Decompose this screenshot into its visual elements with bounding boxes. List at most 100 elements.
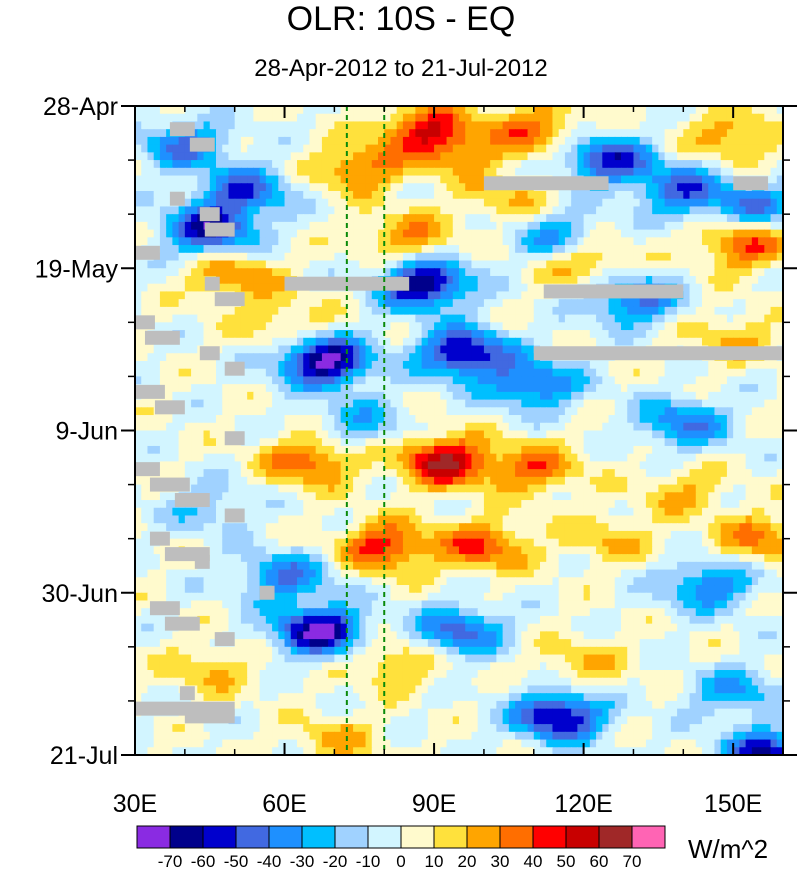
field-cell: [589, 245, 597, 254]
field-cell: [571, 214, 578, 223]
field-cell: [683, 144, 691, 153]
field-cell: [203, 360, 211, 370]
field-cell: [390, 330, 398, 339]
field-cell: [365, 129, 373, 138]
field-cell: [427, 407, 435, 416]
field-cell: [452, 237, 460, 246]
field-cell: [639, 106, 647, 115]
field-cell: [552, 245, 560, 254]
field-cell: [471, 198, 479, 208]
field-cell: [477, 167, 485, 177]
field-cell: [502, 469, 510, 478]
field-cell: [745, 252, 753, 262]
field-cell: [290, 237, 298, 246]
field-cell: [253, 121, 261, 130]
field-cell: [764, 160, 772, 169]
field-cell: [141, 129, 149, 138]
field-cell: [415, 353, 423, 362]
field-cell: [677, 376, 684, 385]
field-cell: [178, 314, 186, 323]
field-cell: [564, 453, 572, 463]
field-cell: [141, 299, 149, 308]
field-cell: [751, 190, 759, 200]
field-cell: [745, 221, 753, 231]
field-cell: [328, 314, 335, 323]
field-cell: [434, 214, 441, 223]
field-cell: [758, 407, 765, 416]
field-cell: [427, 275, 435, 285]
field-cell: [552, 214, 560, 223]
field-cell: [564, 106, 572, 115]
field-cell: [184, 206, 192, 215]
field-cell: [247, 445, 254, 455]
field-cell: [328, 353, 335, 362]
field-cell: [695, 160, 703, 169]
field-cell: [608, 415, 616, 424]
field-cell: [184, 353, 192, 362]
field-cell: [384, 314, 392, 323]
field-cell: [477, 422, 485, 432]
field-cell: [396, 252, 404, 262]
field-cell: [751, 283, 759, 293]
field-cell: [589, 214, 597, 223]
field-cell: [147, 422, 155, 432]
field-cell: [608, 198, 616, 208]
field-cell: [689, 306, 697, 316]
field-cell: [608, 368, 616, 378]
field-cell: [172, 314, 180, 323]
field-cell: [714, 453, 722, 463]
field-cell: [689, 299, 697, 308]
field-cell: [702, 136, 709, 146]
field-cell: [459, 206, 466, 215]
field-cell: [459, 229, 466, 238]
field-cell: [558, 384, 566, 393]
field-cell: [483, 152, 491, 161]
field-cell: [552, 337, 560, 347]
field-cell: [733, 453, 740, 463]
field-cell: [726, 445, 734, 455]
field-cell: [328, 175, 335, 184]
field-cell: [409, 245, 416, 254]
field-cell: [402, 291, 410, 300]
field-cell: [166, 113, 173, 123]
field-cell: [583, 190, 591, 200]
field-cell: [708, 376, 716, 385]
field-cell: [184, 330, 192, 339]
field-cell: [272, 260, 279, 269]
field-cell: [645, 453, 653, 463]
field-cell: [222, 160, 230, 169]
field-cell: [446, 360, 454, 370]
field-cell: [658, 229, 666, 238]
field-cell: [284, 337, 292, 347]
field-cell: [402, 206, 410, 215]
field-cell: [240, 391, 248, 401]
field-cell: [197, 306, 205, 316]
field-cell: [159, 353, 167, 362]
field-cell: [427, 399, 435, 408]
field-cell: [571, 113, 578, 123]
field-cell: [446, 368, 454, 378]
field-cell: [645, 144, 653, 153]
field-cell: [153, 237, 161, 246]
field-cell: [708, 337, 716, 347]
field-cell: [421, 384, 429, 393]
field-cell: [627, 229, 635, 238]
field-cell: [328, 190, 335, 200]
field-cell: [321, 245, 329, 254]
field-cell: [216, 129, 223, 138]
field-cell: [564, 144, 572, 153]
field-cell: [521, 260, 529, 269]
field-cell: [153, 283, 161, 293]
field-cell: [664, 206, 672, 215]
field-cell: [359, 353, 367, 362]
field-cell: [708, 368, 716, 378]
field-cell: [359, 407, 367, 416]
field-cell: [234, 384, 242, 393]
field-cell: [415, 106, 423, 115]
field-cell: [720, 175, 728, 184]
field-cell: [384, 245, 392, 254]
field-cell: [135, 306, 142, 316]
field-cell: [440, 260, 448, 269]
field-cell: [290, 291, 298, 300]
field-cell: [390, 106, 398, 115]
